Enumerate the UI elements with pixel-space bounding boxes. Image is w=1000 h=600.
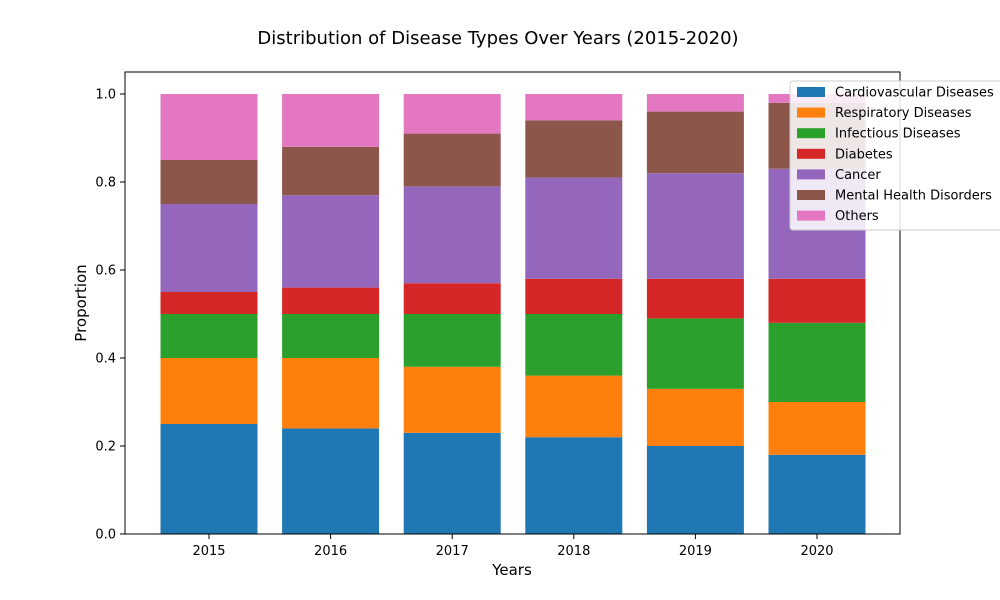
legend-swatch bbox=[797, 107, 825, 118]
legend-label: Others bbox=[835, 209, 879, 224]
y-axis: 0.0 0.2 0.4 0.6 0.8 1.0 bbox=[95, 88, 125, 543]
x-tick-label: 2016 bbox=[314, 544, 347, 559]
bar-segment bbox=[646, 94, 744, 112]
legend-swatch bbox=[797, 87, 825, 97]
bar-segment bbox=[768, 454, 866, 534]
bar-segment bbox=[160, 292, 258, 314]
bar-segment bbox=[525, 120, 623, 178]
bar-segment bbox=[525, 437, 623, 534]
bar-segment bbox=[160, 424, 258, 534]
bar-segment bbox=[160, 160, 258, 204]
y-tick-label: 0.6 bbox=[95, 264, 116, 279]
legend-box bbox=[789, 80, 1000, 231]
bar-segment bbox=[646, 173, 744, 279]
bar-segment bbox=[403, 133, 501, 187]
legend-swatch bbox=[797, 169, 825, 180]
bar-segment bbox=[403, 94, 501, 134]
y-axis-title: Proportion bbox=[72, 264, 90, 341]
bar-segment bbox=[282, 314, 380, 358]
bar-segment bbox=[282, 195, 380, 288]
legend: Cardiovascular Diseases Respiratory Disea… bbox=[789, 80, 1000, 231]
legend-label: Diabetes bbox=[835, 147, 893, 162]
x-axis: 2015 2016 2017 2018 2019 2020 bbox=[192, 534, 834, 559]
bar-segment bbox=[525, 94, 623, 121]
legend-swatch bbox=[797, 210, 825, 221]
plot-frame bbox=[124, 71, 901, 535]
bar-segment bbox=[403, 314, 501, 367]
bar-segment bbox=[282, 358, 380, 429]
bar-segment bbox=[282, 146, 380, 196]
bar-segment bbox=[646, 111, 744, 174]
bar-segment bbox=[646, 278, 744, 319]
bar-segment bbox=[768, 322, 866, 402]
bar-segment bbox=[768, 402, 866, 455]
bar-segment bbox=[403, 432, 501, 534]
bar-segment bbox=[768, 278, 866, 323]
bar-segment bbox=[403, 186, 501, 284]
bar-segment bbox=[646, 318, 744, 389]
x-tick-label: 2015 bbox=[192, 544, 225, 559]
bar-segment bbox=[160, 314, 258, 358]
y-tick-label: 0.8 bbox=[95, 176, 116, 191]
legend-label: Infectious Diseases bbox=[835, 127, 961, 142]
bar-segment bbox=[282, 287, 380, 314]
bar-segment bbox=[646, 446, 744, 534]
x-tick-label: 2017 bbox=[436, 544, 469, 559]
legend-label: Mental Health Disorders bbox=[835, 189, 992, 204]
legend-label: Cardiovascular Diseases bbox=[835, 86, 994, 101]
x-axis-title: Years bbox=[491, 561, 532, 579]
bar-segment bbox=[160, 358, 258, 424]
y-tick-label: 0.0 bbox=[95, 528, 116, 543]
x-tick-label: 2019 bbox=[679, 544, 712, 559]
legend-label: Respiratory Diseases bbox=[835, 106, 972, 121]
y-tick-label: 0.4 bbox=[95, 352, 116, 367]
y-tick-label: 1.0 bbox=[95, 88, 116, 103]
bar-segment bbox=[525, 177, 623, 279]
chart-title: Distribution of Disease Types Over Years… bbox=[257, 28, 738, 49]
bar-segment bbox=[282, 428, 380, 534]
bar-segment bbox=[525, 278, 623, 314]
y-tick-label: 0.2 bbox=[95, 440, 116, 455]
legend-swatch bbox=[797, 190, 825, 200]
x-tick-label: 2018 bbox=[557, 544, 590, 559]
legend-swatch bbox=[797, 128, 825, 139]
bar-segment bbox=[403, 283, 501, 314]
bar-segment bbox=[646, 388, 744, 446]
bar-segment bbox=[525, 375, 623, 438]
legend-label: Cancer bbox=[835, 168, 881, 183]
bar-segment bbox=[282, 94, 380, 147]
x-tick-label: 2020 bbox=[800, 544, 833, 559]
bar-segment bbox=[403, 366, 501, 433]
bar-segment bbox=[525, 314, 623, 376]
bars-group bbox=[160, 94, 866, 534]
bar-segment bbox=[160, 204, 258, 292]
bar-segment bbox=[160, 94, 258, 160]
legend-swatch bbox=[797, 148, 825, 159]
